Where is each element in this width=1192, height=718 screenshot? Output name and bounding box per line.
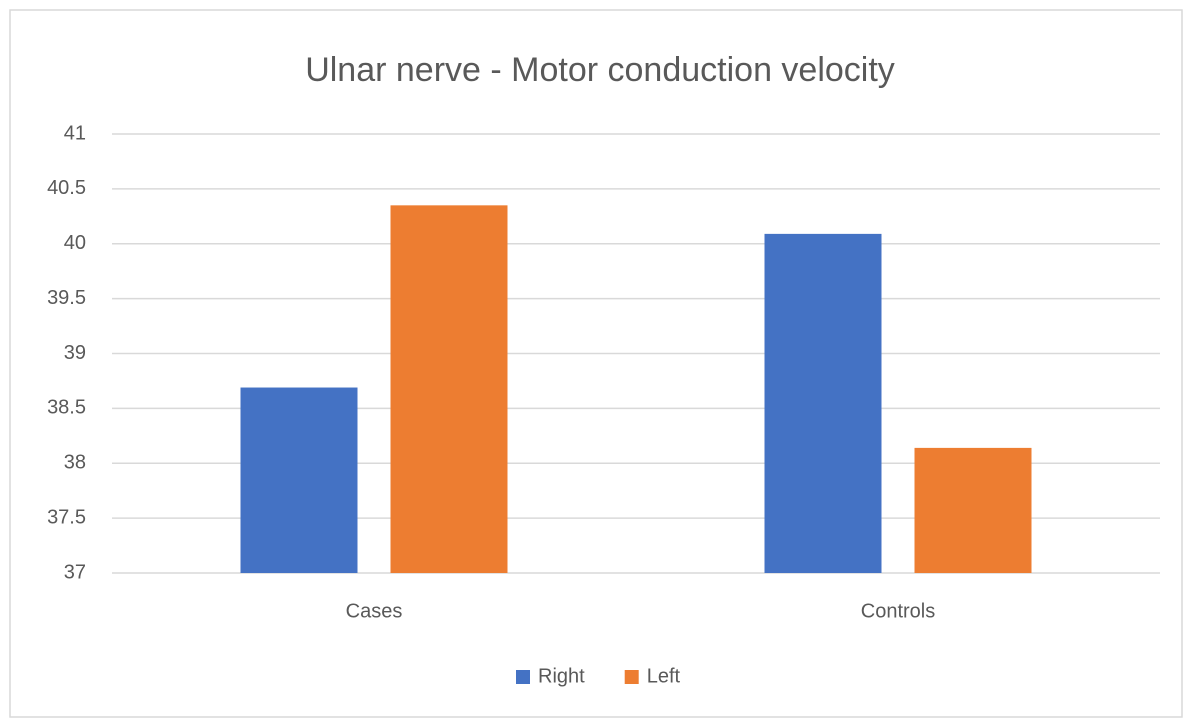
legend-swatch bbox=[624, 670, 639, 684]
y-tick-label: 40.5 bbox=[47, 177, 86, 199]
bar bbox=[390, 205, 508, 573]
y-tick-label: 37 bbox=[64, 561, 86, 583]
x-tick-label: Controls bbox=[861, 600, 935, 622]
bar bbox=[914, 447, 1032, 573]
y-tick-label: 39.5 bbox=[47, 287, 86, 309]
bar bbox=[764, 233, 882, 573]
y-tick-label: 38.5 bbox=[47, 397, 86, 419]
legend-swatch bbox=[516, 670, 530, 684]
chart-border bbox=[9, 9, 1183, 718]
chart-title: Ulnar nerve - Motor conduction velocity bbox=[305, 51, 895, 89]
y-tick-label: 38 bbox=[64, 452, 86, 474]
legend-label: Right bbox=[538, 665, 585, 687]
x-tick-label: Cases bbox=[346, 600, 403, 622]
y-tick-label: 40 bbox=[64, 232, 86, 254]
y-tick-label: 39 bbox=[64, 342, 86, 364]
y-tick-label: 37.5 bbox=[47, 506, 86, 528]
bar bbox=[240, 387, 358, 573]
legend-label: Left bbox=[647, 665, 681, 687]
y-tick-label: 41 bbox=[64, 122, 86, 144]
